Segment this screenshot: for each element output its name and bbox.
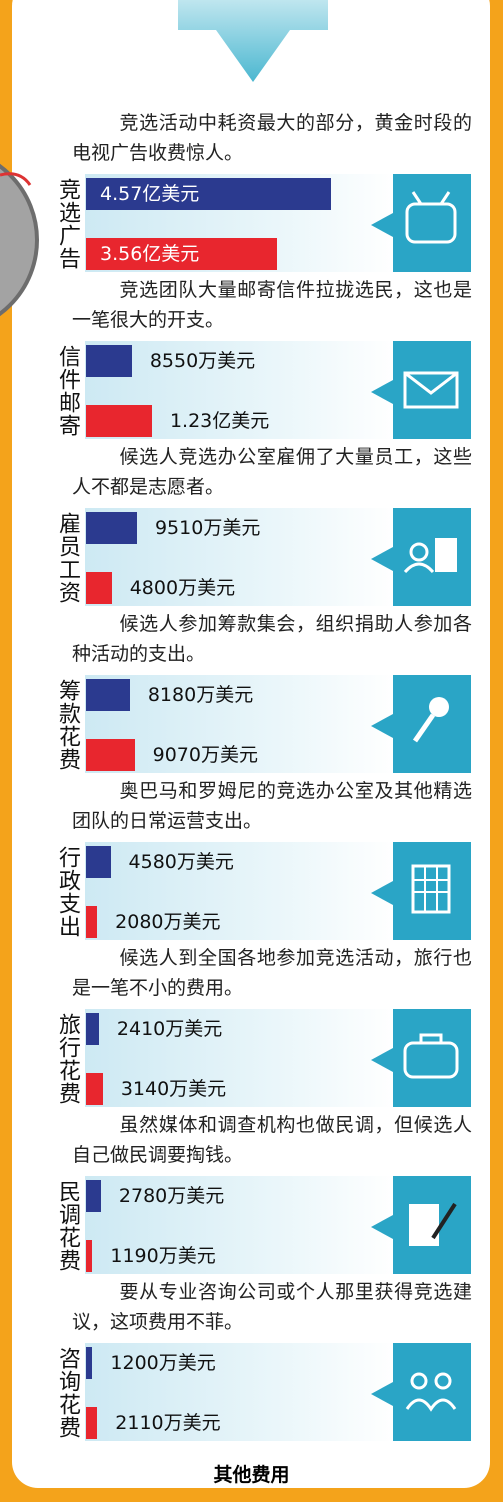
bar: [86, 846, 111, 878]
description: 候选人参加筹款集会，组织捐助人参加各种活动的支出。: [72, 609, 472, 669]
bar: [86, 1013, 99, 1045]
category-label: 雇员工资: [52, 508, 82, 608]
value-label: 2780万美元: [119, 1180, 224, 1212]
value-label: 4580万美元: [129, 846, 234, 878]
icon-pointer: [371, 1382, 393, 1406]
icon: [393, 174, 471, 272]
category-label: 咨询花费: [52, 1343, 82, 1443]
value-label: 4.57亿美元: [100, 178, 199, 210]
value-label: 8180万美元: [148, 679, 253, 711]
value-label: 1190万美元: [110, 1240, 215, 1272]
description: 奥巴马和罗姆尼的竞选办公室及其他精选团队的日常运营支出。: [72, 776, 472, 836]
description: 候选人到全国各地参加竞选活动，旅行也是一笔不小的费用。: [72, 943, 472, 1003]
bar: [86, 1407, 97, 1439]
icon-pointer: [371, 213, 393, 237]
description: 候选人竞选办公室雇佣了大量员工，这些人不都是志愿者。: [72, 442, 472, 502]
value-label: 9510万美元: [155, 512, 260, 544]
bar: [86, 1073, 103, 1105]
icon-pointer: [371, 1048, 393, 1072]
description: 竞选团队大量邮寄信件拉拢选民，这也是一笔很大的开支。: [72, 275, 472, 335]
icon: [393, 675, 471, 773]
category-label: 信件邮寄: [52, 341, 82, 441]
icon-box: [393, 174, 471, 272]
icon: [393, 1009, 471, 1107]
icon-box: [393, 675, 471, 773]
icon-box: [393, 1176, 471, 1274]
bar: [86, 1240, 92, 1272]
icon-pointer: [371, 881, 393, 905]
category-label: 筹款花费: [52, 675, 82, 775]
icon: [393, 341, 471, 439]
category-label: 竞选广告: [52, 174, 82, 274]
bar: [86, 906, 97, 938]
bar: [86, 572, 112, 604]
icon: [393, 842, 471, 940]
bar: [86, 405, 152, 437]
bar: [86, 345, 132, 377]
value-label: 2110万美元: [115, 1407, 220, 1439]
icon-pointer: [371, 1215, 393, 1239]
category-label: 行政支出: [52, 842, 82, 942]
icon-box: [393, 842, 471, 940]
value-label: 1200万美元: [110, 1347, 215, 1379]
icon-pointer: [371, 547, 393, 571]
bar: [86, 739, 135, 771]
description: 虽然媒体和调查机构也做民调，但候选人自己做民调要掏钱。: [72, 1110, 472, 1170]
description: 竞选活动中耗资最大的部分，黄金时段的电视广告收费惊人。: [72, 108, 472, 168]
page: 其他费用 (() => { const data = JSON.parse(do…: [0, 0, 503, 1502]
value-label: 4800万美元: [130, 572, 235, 604]
icon: [393, 1343, 471, 1441]
icon-pointer: [371, 714, 393, 738]
icon: [393, 508, 471, 606]
value-label: 3.56亿美元: [100, 238, 199, 270]
value-label: 1.23亿美元: [170, 405, 269, 437]
value-label: 3140万美元: [121, 1073, 226, 1105]
value-label: 2410万美元: [117, 1013, 222, 1045]
icon-box: [393, 508, 471, 606]
category-label: 旅行花费: [52, 1009, 82, 1109]
value-label: 8550万美元: [150, 345, 255, 377]
icon-box: [393, 1009, 471, 1107]
icon-pointer: [371, 380, 393, 404]
arrow: [178, 0, 328, 82]
value-label: 9070万美元: [153, 739, 258, 771]
footer: 其他费用: [0, 1460, 503, 1487]
icon-box: [393, 1343, 471, 1441]
bar: [86, 1180, 101, 1212]
value-label: 2080万美元: [115, 906, 220, 938]
bar: [86, 1347, 92, 1379]
description: 要从专业咨询公司或个人那里获得竞选建议，这项费用不菲。: [72, 1277, 472, 1337]
bar: [86, 679, 130, 711]
icon-box: [393, 341, 471, 439]
bar: [86, 512, 137, 544]
icon: [393, 1176, 471, 1274]
category-label: 民调花费: [52, 1176, 82, 1276]
